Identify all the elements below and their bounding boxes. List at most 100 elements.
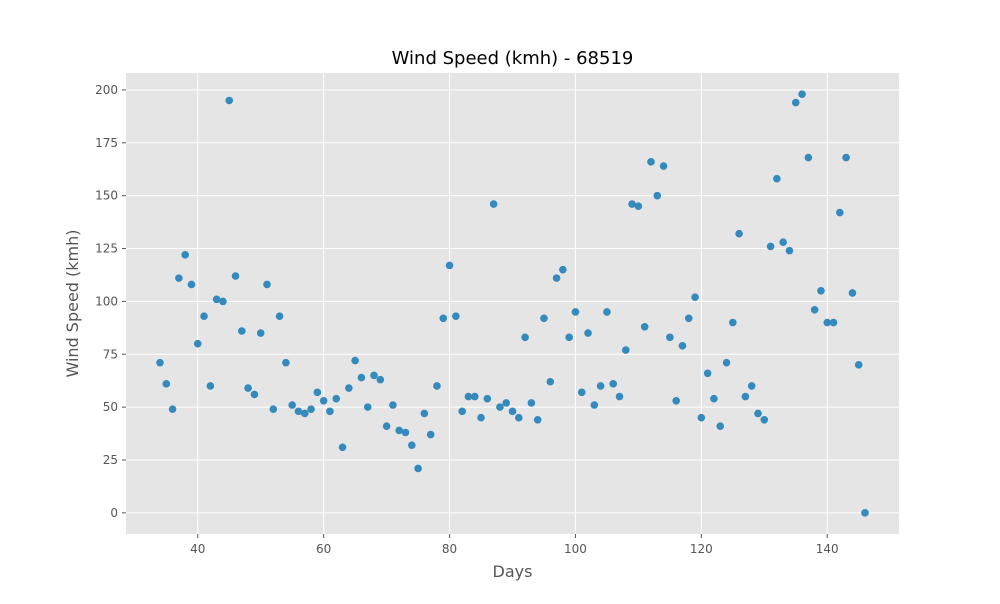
data-point xyxy=(193,339,202,348)
data-point xyxy=(181,251,189,259)
data-point xyxy=(231,272,240,280)
data-point xyxy=(313,388,322,397)
data-point xyxy=(275,312,284,320)
data-point xyxy=(345,384,353,392)
data-point xyxy=(244,384,252,392)
y-tick-label: 125 xyxy=(95,242,118,256)
data-point xyxy=(269,405,278,414)
data-point xyxy=(206,382,215,390)
data-point xyxy=(697,413,706,422)
data-point xyxy=(401,428,410,437)
data-point xyxy=(861,509,869,517)
data-point xyxy=(615,392,624,401)
data-point xyxy=(464,392,473,401)
data-point xyxy=(735,229,743,238)
data-point xyxy=(754,409,762,418)
data-point xyxy=(622,346,630,354)
x-tick-label: 100 xyxy=(564,542,587,556)
data-point xyxy=(288,401,296,409)
data-point xyxy=(256,329,265,337)
data-point xyxy=(389,401,397,409)
data-point xyxy=(729,318,737,327)
data-point xyxy=(854,361,863,369)
data-point xyxy=(703,369,712,378)
data-point xyxy=(521,333,529,342)
data-point xyxy=(640,322,649,331)
data-point xyxy=(527,399,536,407)
data-point xyxy=(263,280,271,289)
data-point xyxy=(842,153,850,162)
data-point xyxy=(791,98,800,107)
data-point xyxy=(376,375,385,384)
y-axis-label: Wind Speed (kmh) xyxy=(63,229,82,377)
data-point xyxy=(187,280,196,289)
data-point xyxy=(156,358,164,367)
x-axis-label: Days xyxy=(493,562,533,581)
data-point xyxy=(282,358,290,367)
data-point xyxy=(414,464,422,473)
data-point xyxy=(168,405,177,414)
x-tick-label: 140 xyxy=(816,542,839,556)
data-points xyxy=(156,90,869,517)
data-point xyxy=(823,318,832,327)
data-point xyxy=(760,416,769,424)
data-point xyxy=(250,390,259,399)
data-point xyxy=(829,318,838,327)
data-point xyxy=(559,265,567,274)
data-point xyxy=(552,274,561,282)
data-point xyxy=(200,312,208,320)
data-point xyxy=(798,90,806,98)
data-point xyxy=(710,394,718,403)
data-point xyxy=(300,409,309,418)
data-point xyxy=(577,388,586,397)
data-point xyxy=(571,308,580,316)
data-point xyxy=(407,441,416,449)
data-point xyxy=(684,314,693,323)
data-point xyxy=(590,401,599,409)
data-point xyxy=(647,158,655,166)
data-point xyxy=(716,422,725,430)
data-point xyxy=(238,327,246,335)
data-point xyxy=(514,413,523,422)
data-point xyxy=(785,246,794,255)
data-point xyxy=(483,394,492,403)
y-tick-label: 100 xyxy=(95,294,118,308)
data-point xyxy=(804,153,813,162)
data-point xyxy=(225,96,234,105)
data-point xyxy=(175,274,183,282)
data-point xyxy=(477,413,485,422)
x-tick-label: 80 xyxy=(442,542,457,556)
data-point xyxy=(363,403,372,411)
data-point xyxy=(426,430,435,439)
data-point xyxy=(533,416,542,424)
chart-title: Wind Speed (kmh) - 68519 xyxy=(392,48,634,69)
data-point xyxy=(672,396,680,405)
data-point xyxy=(162,380,171,388)
data-point xyxy=(307,405,315,414)
data-point xyxy=(773,174,781,183)
data-point xyxy=(817,287,825,295)
y-tick-label: 200 xyxy=(95,83,118,97)
data-point xyxy=(666,333,674,342)
data-point xyxy=(332,394,341,403)
data-point xyxy=(691,293,699,301)
data-point xyxy=(326,407,334,416)
data-point xyxy=(212,295,221,304)
data-point xyxy=(470,392,479,401)
data-point xyxy=(502,399,511,407)
data-point xyxy=(433,382,441,390)
data-point xyxy=(584,329,592,337)
data-point xyxy=(382,422,391,430)
data-point xyxy=(370,371,378,380)
data-point xyxy=(603,308,611,316)
data-point xyxy=(766,242,775,251)
data-point xyxy=(395,426,403,435)
y-tick-label: 150 xyxy=(95,189,118,203)
data-point xyxy=(546,377,555,386)
data-point xyxy=(458,407,466,416)
data-point xyxy=(496,403,504,411)
y-tick-label: 75 xyxy=(103,347,118,361)
axis-ticks: 40 60 80 100 120 140 0 25 50 75 100 125 150 175 200 xyxy=(95,83,839,556)
